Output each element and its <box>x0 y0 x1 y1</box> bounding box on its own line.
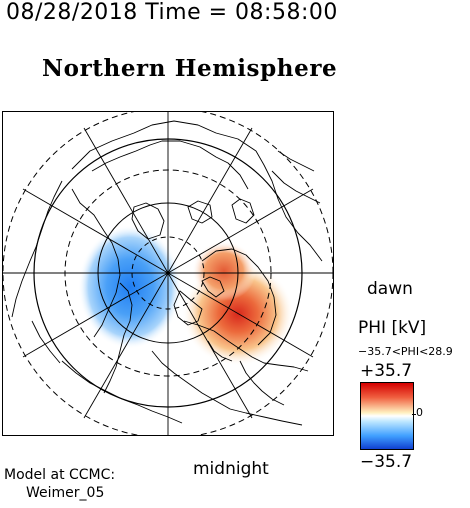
polar-map <box>2 111 334 436</box>
dawn-label: dawn <box>367 279 413 299</box>
model-credit-line1: Model at CCMC: <box>4 467 116 483</box>
meridian-lines <box>2 111 334 436</box>
negative-potential-cell <box>78 225 182 349</box>
colorbar-title: PHI [kV] <box>358 318 427 338</box>
colorbar-max-label: +35.7 <box>360 361 413 381</box>
colorbar-zero-label: 0 <box>416 406 423 419</box>
coastlines <box>11 120 323 426</box>
model-credit-line2: Weimer_05 <box>26 485 105 501</box>
map-border <box>2 111 334 436</box>
timestamp: 08/28/2018 Time = 08:58:00 <box>6 0 338 25</box>
colorbar <box>360 382 414 450</box>
midnight-label: midnight <box>193 459 269 479</box>
colorbar-range: −35.7<PHI<28.9 <box>358 345 453 358</box>
positive-potential-lobe <box>192 241 256 301</box>
hemisphere-title: Northern Hemisphere <box>42 55 338 82</box>
colorbar-zero-tick <box>412 414 416 415</box>
colorbar-min-label: −35.7 <box>360 452 413 472</box>
